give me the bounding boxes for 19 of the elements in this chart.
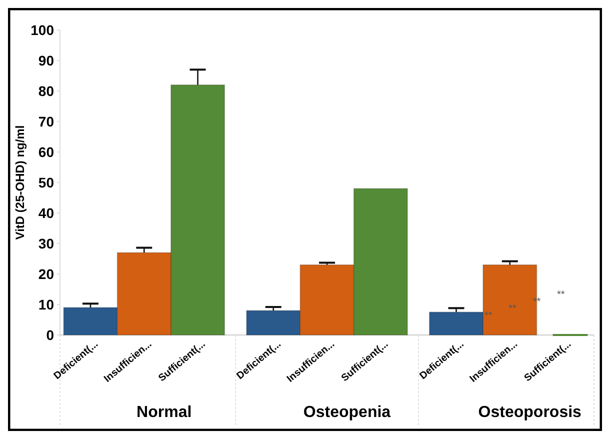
annotation: ** — [484, 310, 492, 322]
y-tick-label: 50 — [38, 174, 54, 190]
y-tick-label: 90 — [38, 52, 54, 68]
x-tick-label: Normal — [136, 404, 192, 421]
y-tick-label: 100 — [30, 22, 54, 38]
annotation: ** — [532, 296, 541, 308]
y-tick-label: 20 — [38, 266, 54, 282]
y-tick-label: 70 — [38, 113, 54, 130]
x-tick-label: Osteopenia — [303, 404, 391, 421]
y-tick-label: 80 — [38, 82, 54, 99]
y-tick-label: 30 — [38, 235, 54, 252]
annotation: ** — [508, 304, 517, 314]
y-tick-label: 60 — [38, 144, 54, 160]
y-tick-label: 10 — [38, 296, 54, 312]
y-tick-label: 40 — [38, 204, 54, 221]
x-tick-label: Osteoporosis — [478, 404, 582, 421]
annotation: ** — [556, 290, 565, 300]
y-tick-label: 0 — [46, 326, 54, 343]
y-axis-title: VitD (25-OHD) ng/ml — [13, 125, 27, 240]
